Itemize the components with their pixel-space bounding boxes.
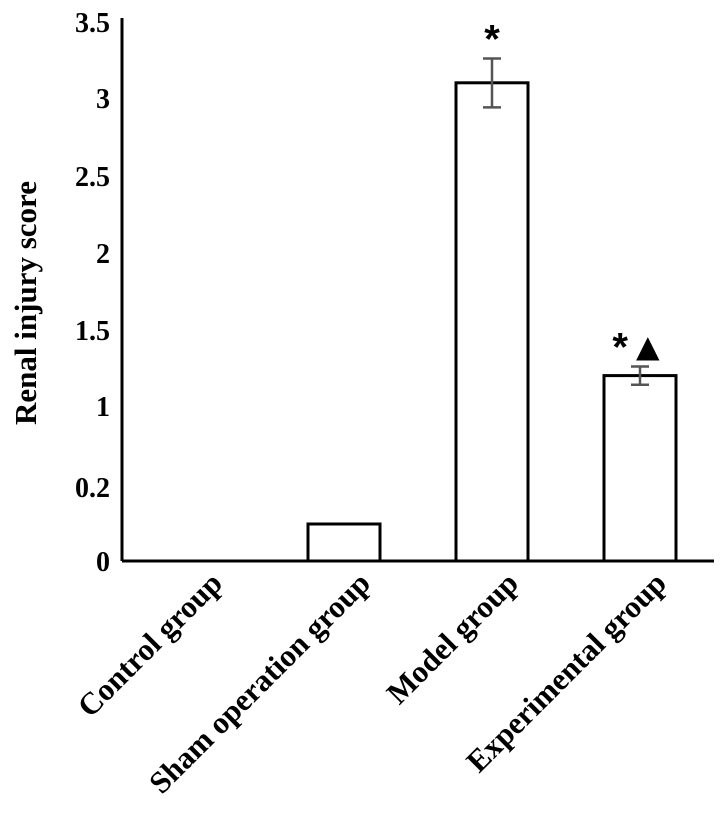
significance-marker: *▲ [612, 325, 667, 369]
error-bar [483, 57, 501, 109]
y-axis-ticks: 0 0.2 1 1.5 2 2.5 3 3.5 [75, 8, 110, 578]
y-tick-label: 1 [96, 392, 110, 423]
y-tick-label: 0.2 [75, 473, 110, 504]
y-tick-label: 0 [96, 547, 110, 578]
significance-marker: * [484, 17, 500, 61]
category-label: Control group [70, 565, 229, 724]
y-tick-label: 3 [96, 84, 110, 115]
y-tick-label: 2 [96, 239, 110, 270]
y-tick-label: 2.5 [75, 162, 110, 193]
error-bar [631, 365, 649, 386]
bars [306, 81, 678, 563]
significance-markers: * *▲ [484, 17, 667, 369]
bar [454, 81, 530, 563]
bar [602, 374, 678, 563]
bar [306, 522, 382, 563]
category-label: Model group [379, 565, 525, 711]
y-tick-label: 1.5 [75, 316, 110, 347]
error-bars [483, 57, 649, 386]
y-tick-label: 3.5 [75, 8, 110, 39]
y-axis-title: Renal injury score [8, 181, 43, 425]
